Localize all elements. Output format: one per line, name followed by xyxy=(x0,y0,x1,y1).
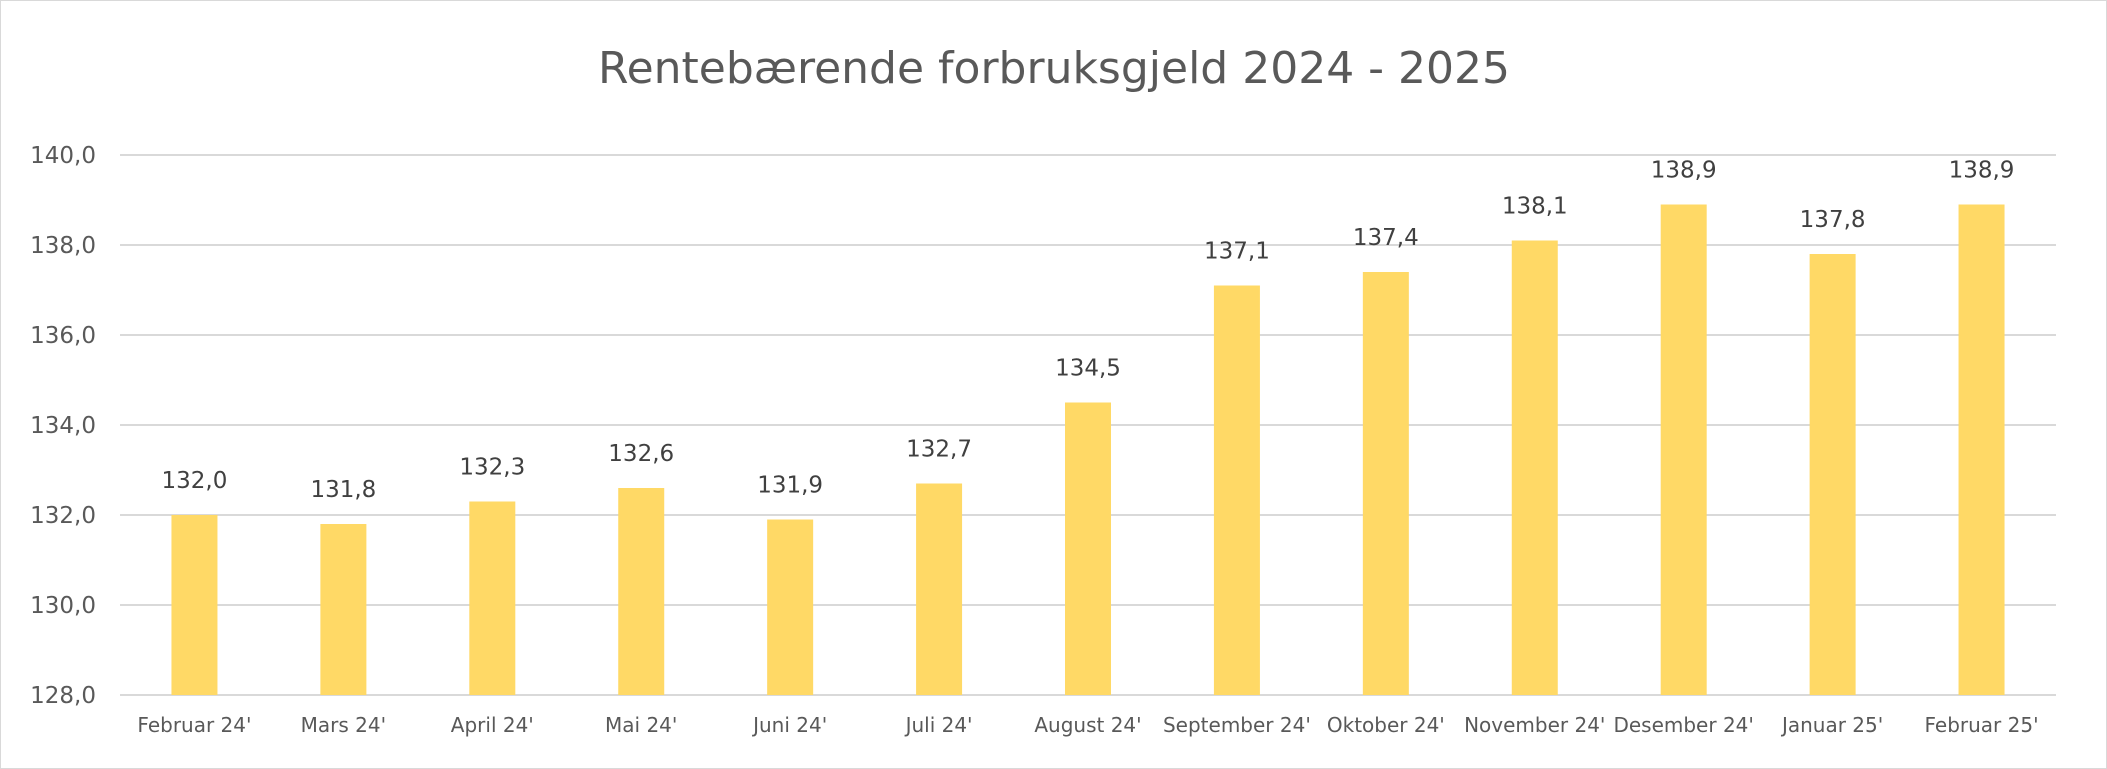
x-tick-label: April 24' xyxy=(451,713,534,737)
y-tick-label: 136,0 xyxy=(30,323,96,349)
bar xyxy=(171,515,218,695)
x-tick-label: Mars 24' xyxy=(301,713,386,737)
bar xyxy=(1958,204,2005,695)
bar xyxy=(1213,285,1260,695)
y-tick-label: 140,0 xyxy=(30,143,96,169)
x-tick-label: Juli 24' xyxy=(904,713,973,737)
data-label: 132,0 xyxy=(162,468,228,494)
bar xyxy=(916,483,963,695)
bar xyxy=(1660,204,1707,695)
data-label: 137,1 xyxy=(1204,239,1270,265)
bars xyxy=(171,204,2005,695)
y-tick-label: 132,0 xyxy=(30,503,96,529)
bar xyxy=(1065,402,1111,695)
y-tick-label: 130,0 xyxy=(30,593,96,619)
x-tick-label: Januar 25' xyxy=(1780,713,1883,737)
data-label: 138,9 xyxy=(1651,158,1717,184)
bar xyxy=(1809,254,1856,695)
x-tick-label: Juni 24' xyxy=(751,713,827,737)
y-tick-label: 138,0 xyxy=(30,233,96,259)
data-label: 131,8 xyxy=(310,477,376,503)
data-label: 132,3 xyxy=(459,455,525,481)
data-label: 131,9 xyxy=(757,473,823,499)
bar xyxy=(618,488,665,695)
x-tick-label: Februar 25' xyxy=(1924,713,2038,737)
x-tick-label: August 24' xyxy=(1034,713,1141,737)
x-tick-label: September 24' xyxy=(1163,713,1311,737)
bar xyxy=(320,524,367,695)
data-label: 138,1 xyxy=(1502,194,1568,220)
data-label: 132,6 xyxy=(608,441,674,467)
y-tick-label: 128,0 xyxy=(30,683,96,709)
data-label: 134,5 xyxy=(1055,356,1121,382)
x-tick-label: Desember 24' xyxy=(1613,713,1753,737)
bar xyxy=(1511,240,1558,695)
bar xyxy=(1362,272,1409,695)
y-axis-tick-labels: 128,0 130,0 132,0 134,0 136,0 138,0 140,0 xyxy=(30,143,96,709)
x-tick-label: Februar 24' xyxy=(137,713,251,737)
data-label: 137,8 xyxy=(1800,207,1866,233)
bar xyxy=(469,501,516,695)
y-tick-label: 134,0 xyxy=(30,413,96,439)
data-label: 132,7 xyxy=(906,437,972,463)
data-labels: 132,0 131,8 132,3 132,6 131,9 132,7 134,5 137,1… xyxy=(162,158,2015,504)
bar xyxy=(767,519,814,695)
x-tick-label: Mai 24' xyxy=(605,713,677,737)
x-axis-tick-labels: Februar 24' Mars 24' April 24' Mai 24' Juni … xyxy=(137,713,2038,737)
data-label: 138,9 xyxy=(1949,158,2015,184)
x-tick-label: Oktober 24' xyxy=(1327,713,1445,737)
data-label: 137,4 xyxy=(1353,225,1419,251)
chart-title: Rentebærende forbruksgjeld 2024 - 2025 xyxy=(598,43,1510,94)
x-tick-label: November 24' xyxy=(1464,713,1605,737)
